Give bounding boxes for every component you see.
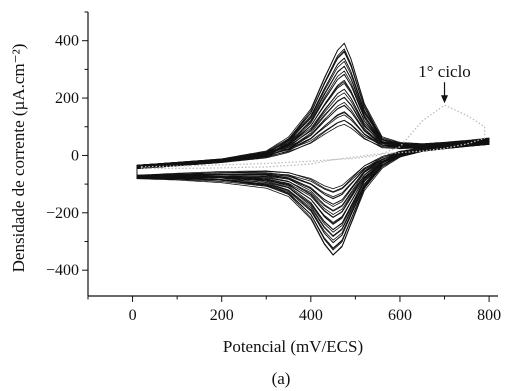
- cycle-line: [136, 42, 490, 256]
- cycle-line: [136, 79, 490, 225]
- x-tick-label: 0: [129, 307, 137, 324]
- x-tick-label: 400: [299, 307, 323, 324]
- cycle-line: [136, 73, 490, 230]
- first-cycle-line: [140, 104, 486, 169]
- curves-group: [136, 42, 490, 256]
- cycle-line: [136, 65, 490, 237]
- ticks-group: 0 200 400 600 800 −400 −200 0 200 400: [46, 11, 501, 324]
- cycle-line: [136, 70, 490, 233]
- x-tick-label: 200: [210, 307, 234, 324]
- y-tick-label: −400: [46, 262, 79, 279]
- cycle-line: [136, 57, 490, 244]
- x-tick-label: 600: [388, 307, 412, 324]
- y-tick-label: 0: [71, 147, 79, 164]
- y-tick-label: 200: [55, 90, 79, 107]
- cycle-line: [136, 74, 490, 231]
- y-axis-label: Densidade de corrente (µA.cm⁻²): [9, 44, 28, 273]
- y-tick-label: −200: [46, 205, 79, 222]
- x-tick-label: 800: [477, 307, 501, 324]
- x-axis-label: Potencial (mV/ECS): [223, 337, 363, 356]
- axes-group: [87, 12, 498, 297]
- cycle-line: [136, 42, 490, 256]
- y-tick-label: 400: [55, 33, 79, 50]
- first-cycle-annotation: 1° ciclo: [418, 62, 471, 81]
- panel-label: (a): [272, 369, 291, 388]
- cycle-line: [136, 119, 490, 193]
- annotation-arrowhead: [441, 95, 449, 104]
